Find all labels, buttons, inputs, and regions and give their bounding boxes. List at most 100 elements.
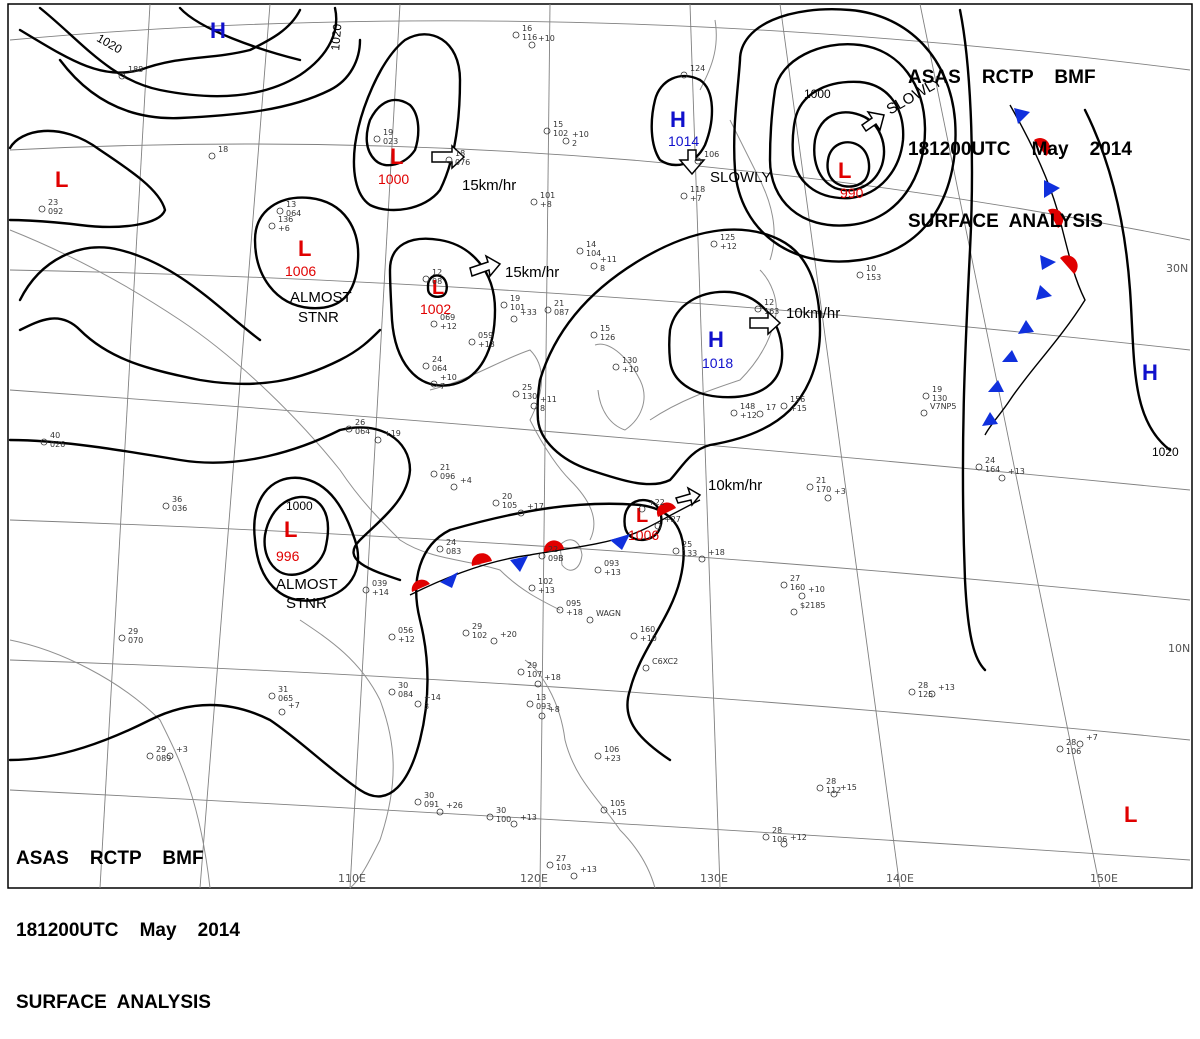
isobar	[18, 317, 382, 386]
station-value: 31	[278, 685, 288, 694]
station-circle	[642, 664, 650, 672]
coastline-korea	[594, 343, 645, 431]
station-circle	[345, 425, 353, 433]
isobar	[813, 111, 886, 192]
station-circle	[780, 581, 788, 589]
station-value: 13	[536, 693, 546, 702]
station-plot: V7NP5	[920, 402, 956, 417]
station-plot: 101+8	[530, 191, 555, 209]
station-circle	[40, 438, 48, 446]
station-circle	[654, 522, 662, 530]
latitude-line	[9, 519, 1191, 601]
station-circle	[590, 262, 598, 270]
latitude-line	[9, 143, 1191, 241]
latitude-labels: 30N 10N	[1166, 262, 1190, 655]
lon-label-120e: 120E	[520, 872, 548, 885]
station-value: 103	[556, 863, 571, 872]
station-plot: $2185	[790, 601, 825, 616]
station-value: 20	[502, 492, 512, 501]
station-circle	[118, 634, 126, 642]
high-center: H	[210, 18, 226, 43]
high-center-value: 1014	[668, 133, 699, 149]
station-plot: +107	[430, 373, 457, 391]
station-value: +13	[580, 865, 597, 874]
low-center-value: 1002	[420, 301, 451, 317]
station-circle	[450, 483, 458, 491]
station-circle	[534, 680, 542, 688]
station-plot: +33	[510, 308, 537, 323]
station-plot: 059+13	[468, 331, 495, 349]
station-plots: 230921881306418136+61208069+1224064+1070…	[38, 24, 1098, 880]
isobar	[768, 43, 927, 227]
station-plot: +118	[530, 395, 557, 413]
warm-front-semicircle	[1060, 255, 1078, 274]
station-value: 106	[604, 745, 619, 754]
station-value: $2185	[800, 601, 825, 610]
isobar-label: 1000	[286, 499, 313, 513]
station-value: V7NP5	[930, 402, 956, 411]
isobar	[1083, 108, 1172, 452]
station-value: 8	[540, 404, 545, 413]
isobar	[365, 98, 420, 167]
station-circle	[512, 31, 520, 39]
station-plot: 106+23	[594, 745, 621, 763]
station-value: 21	[554, 299, 564, 308]
station-plot: +13	[510, 813, 537, 828]
station-value: 12	[764, 298, 774, 307]
station-circle	[680, 192, 688, 200]
station-value: 40	[50, 431, 60, 440]
station-circle	[268, 222, 276, 230]
station-value: +13	[478, 340, 495, 349]
isobar	[791, 80, 905, 200]
station-value: 116	[522, 33, 537, 42]
station-plot: 093+13	[594, 559, 621, 577]
station-value: 092	[48, 207, 63, 216]
isobar	[448, 502, 685, 762]
station-value: 084	[398, 690, 413, 699]
surface-analysis-chart: 110E 120E 130E 140E 150E 30N 10N	[7, 3, 1193, 889]
fronts	[409, 104, 1086, 596]
longitude-line	[199, 3, 271, 889]
station-plot: 156+15	[780, 395, 807, 413]
station-value: 16	[522, 24, 532, 33]
station-value: +13	[520, 813, 537, 822]
station-value: 056	[398, 626, 413, 635]
isobar	[253, 476, 360, 602]
station-value: 023	[383, 137, 398, 146]
station-circle	[780, 840, 788, 848]
warm-front-semicircle	[543, 540, 564, 552]
station-circle	[38, 205, 46, 213]
station-value: +14	[372, 588, 389, 597]
station-circle	[762, 833, 770, 841]
chart-frame	[7, 3, 1193, 889]
station-value: +10	[572, 130, 589, 139]
high-center: H	[1142, 360, 1158, 385]
station-value: 25	[682, 540, 692, 549]
station-plot: +3	[166, 745, 188, 760]
station-value: 08	[432, 277, 442, 286]
station-plot: +13	[998, 467, 1025, 482]
station-plot: +19	[374, 429, 401, 444]
station-plot: +15	[830, 783, 857, 798]
station-circle	[816, 784, 824, 792]
station-circle	[538, 552, 546, 560]
station-value: 14	[586, 240, 596, 249]
station-value: +22	[648, 498, 665, 507]
coastlines	[9, 19, 777, 889]
station-value: 27	[790, 574, 800, 583]
station-value: +10	[640, 634, 657, 643]
isobar	[18, 8, 302, 74]
station-circle	[754, 305, 762, 313]
